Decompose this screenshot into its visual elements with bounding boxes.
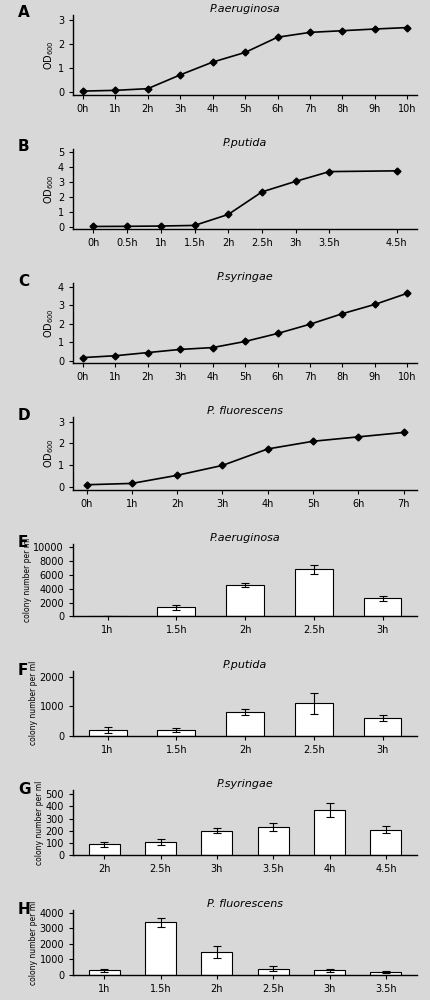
Bar (258, 969, 289, 975)
Title: P. fluorescens: P. fluorescens (207, 406, 283, 416)
Text: H: H (18, 902, 31, 917)
Title: P.aeruginosa: P.aeruginosa (210, 4, 280, 14)
Text: C: C (18, 274, 29, 289)
Bar (314, 810, 345, 855)
Title: P. fluorescens: P. fluorescens (207, 899, 283, 909)
Bar (226, 585, 264, 616)
Y-axis label: colony number per ml: colony number per ml (29, 661, 38, 745)
Y-axis label: OD$_{600}$: OD$_{600}$ (43, 174, 56, 204)
Bar (89, 970, 120, 975)
Bar (364, 718, 402, 736)
Bar (89, 844, 120, 855)
Text: A: A (18, 5, 30, 20)
Bar (226, 712, 264, 736)
Bar (295, 569, 333, 616)
Y-axis label: colony number per ml: colony number per ml (23, 538, 32, 622)
Bar (157, 730, 195, 736)
Text: B: B (18, 139, 30, 154)
Y-axis label: OD$_{600}$: OD$_{600}$ (43, 438, 56, 468)
Text: G: G (18, 782, 31, 797)
Y-axis label: OD$_{600}$: OD$_{600}$ (43, 40, 56, 70)
Bar (201, 831, 233, 855)
Text: F: F (18, 663, 28, 678)
Y-axis label: colony number per ml: colony number per ml (35, 781, 44, 865)
Text: E: E (18, 535, 28, 550)
Title: P.syringae: P.syringae (217, 779, 273, 789)
Bar (364, 598, 402, 616)
Text: D: D (18, 408, 31, 423)
Y-axis label: OD$_{600}$: OD$_{600}$ (43, 308, 56, 338)
Title: P.aeruginosa: P.aeruginosa (210, 533, 280, 543)
Bar (371, 830, 402, 855)
Title: P.putida: P.putida (223, 660, 267, 670)
Bar (295, 703, 333, 736)
Bar (371, 972, 402, 975)
Bar (89, 730, 126, 736)
Bar (157, 607, 195, 616)
Title: P.syringae: P.syringae (217, 272, 273, 282)
Title: P.putida: P.putida (223, 138, 267, 148)
Bar (145, 842, 176, 855)
Bar (314, 970, 345, 975)
Y-axis label: colony number per ml: colony number per ml (29, 900, 38, 985)
Bar (201, 952, 233, 975)
Bar (258, 827, 289, 855)
Bar (145, 922, 176, 975)
